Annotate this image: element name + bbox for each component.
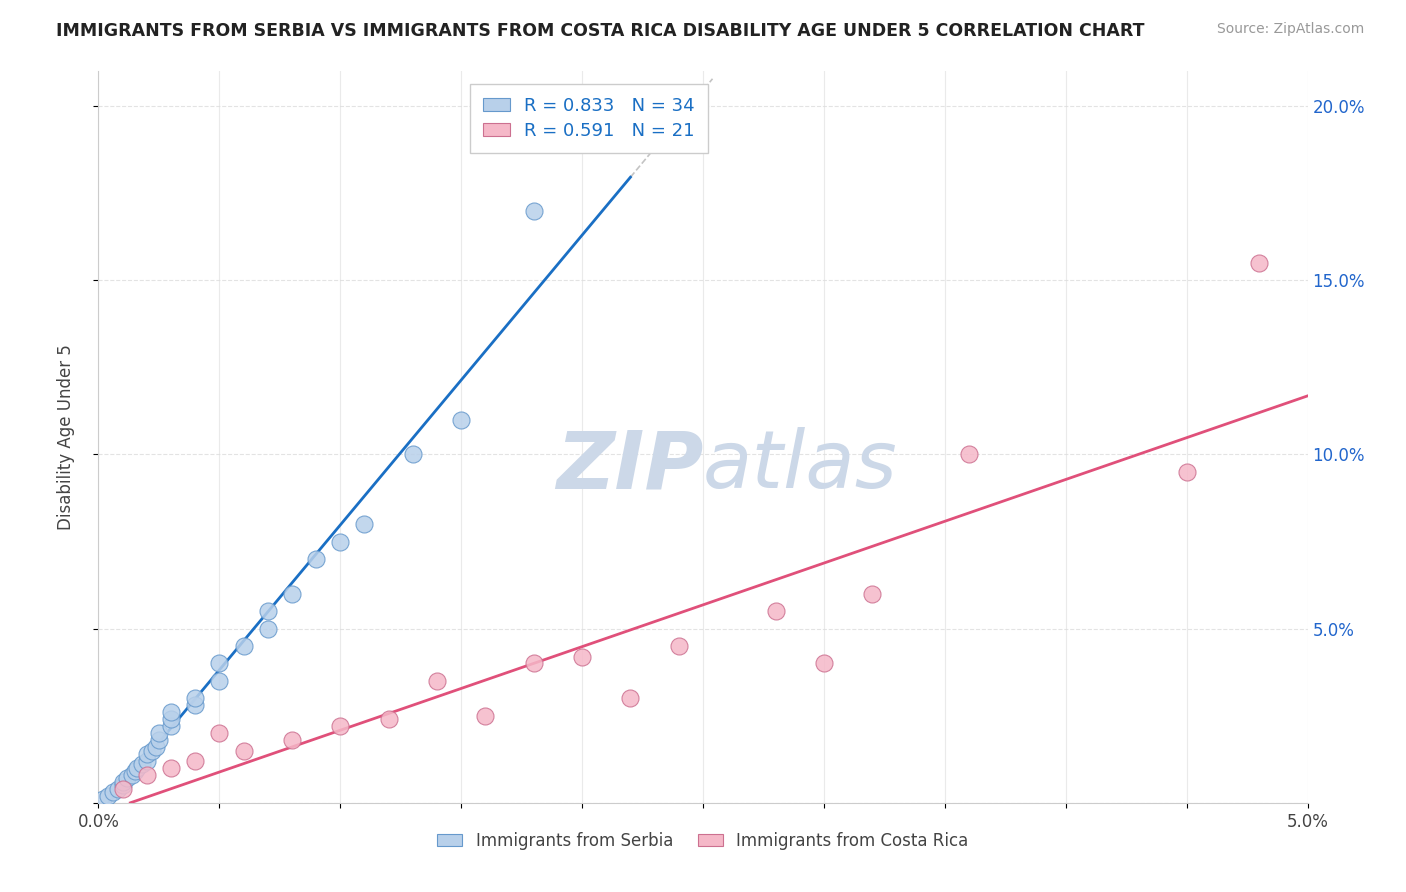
Point [426,673,449,688]
Point [281,587,304,601]
Point [523,657,546,671]
Point [402,448,425,462]
Text: ZIP: ZIP [555,427,703,506]
Text: atlas: atlas [703,427,898,506]
Legend: Immigrants from Serbia, Immigrants from Costa Rica: Immigrants from Serbia, Immigrants from … [430,825,976,856]
Point [1249,256,1271,270]
Point [208,657,231,671]
Point [329,534,352,549]
Point [111,775,134,789]
Point [101,785,124,799]
Point [135,747,157,761]
Point [148,733,170,747]
Point [135,768,157,782]
Point [256,604,278,618]
Y-axis label: Disability Age Under 5: Disability Age Under 5 [56,344,75,530]
Point [124,764,146,779]
Point [474,708,496,723]
Point [107,781,129,796]
Point [571,649,593,664]
Point [148,726,170,740]
Point [208,673,231,688]
Point [329,719,352,733]
Point [131,757,153,772]
Point [619,691,641,706]
Point [127,761,149,775]
Point [160,712,183,726]
Point [91,792,114,806]
Point [813,657,835,671]
Point [232,743,254,757]
Point [450,412,472,426]
Text: Source: ZipAtlas.com: Source: ZipAtlas.com [1216,22,1364,37]
Point [184,754,207,768]
Point [523,203,546,218]
Point [135,754,157,768]
Point [305,552,328,566]
Point [111,781,134,796]
Point [117,772,139,786]
Point [141,743,163,757]
Point [184,698,207,713]
Point [860,587,883,601]
Point [353,517,375,532]
Point [281,733,304,747]
Point [765,604,787,618]
Point [1175,465,1198,479]
Point [160,761,183,775]
Point [97,789,120,803]
Point [160,705,183,719]
Point [145,740,167,755]
Point [957,448,980,462]
Point [256,622,278,636]
Point [208,726,231,740]
Text: IMMIGRANTS FROM SERBIA VS IMMIGRANTS FROM COSTA RICA DISABILITY AGE UNDER 5 CORR: IMMIGRANTS FROM SERBIA VS IMMIGRANTS FRO… [56,22,1144,40]
Point [111,778,134,792]
Point [232,639,254,653]
Point [184,691,207,706]
Point [160,719,183,733]
Point [377,712,399,726]
Point [668,639,690,653]
Point [121,768,143,782]
